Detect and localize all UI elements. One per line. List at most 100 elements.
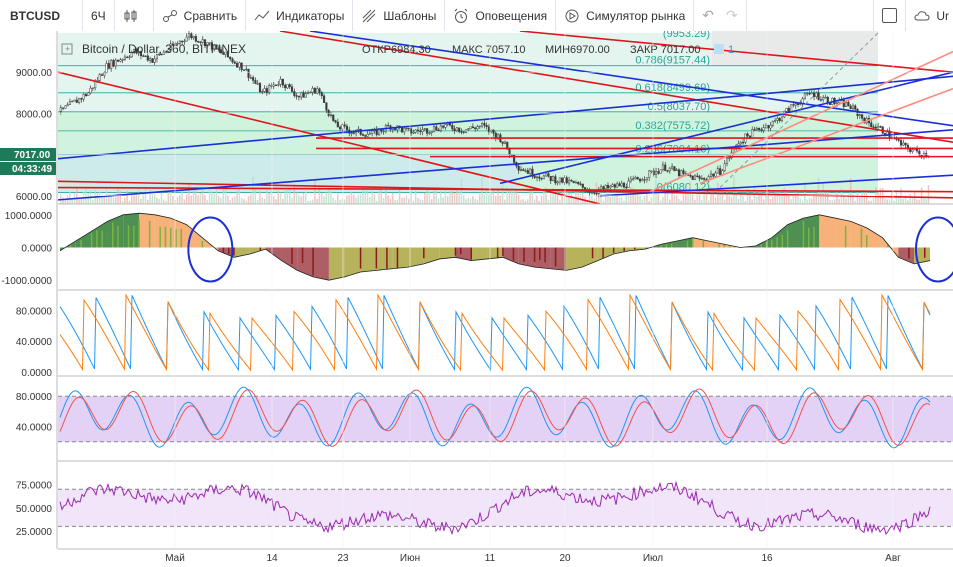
volume-bar (524, 200, 527, 204)
dashed-projection-line[interactable] (719, 31, 881, 188)
volume-bar (490, 192, 492, 204)
volume-bar (453, 193, 456, 204)
volume-bar (176, 196, 179, 204)
candle (249, 74, 252, 79)
candle (812, 90, 816, 101)
volume-bar (458, 191, 460, 204)
interval-button[interactable]: 6Ч (83, 0, 115, 31)
candle-body (426, 128, 429, 134)
y-tick-label: 6000.00 (16, 192, 53, 203)
candle-body (432, 126, 436, 132)
volume-bar (785, 190, 788, 204)
trend-line[interactable] (309, 31, 953, 127)
candle-body (91, 87, 94, 89)
volume-bar (288, 188, 291, 204)
candle-body (618, 183, 621, 187)
chart-area[interactable]: (9953.29) 0.786(9157.44) 0.618(8499.69) 0.5… (0, 31, 953, 567)
trend-line[interactable] (649, 50, 953, 193)
trend-line[interactable] (519, 31, 953, 73)
momentum-segment (328, 247, 345, 281)
volume-bar (348, 194, 350, 204)
candle-body (455, 127, 458, 132)
candle-body (709, 173, 713, 177)
compare-button[interactable]: Сравнить (154, 0, 247, 31)
volume-bar (185, 194, 188, 204)
rsi-pane[interactable]: 75.0000 50.0000 25.0000 (16, 481, 953, 550)
candle (517, 163, 520, 175)
volume-bar (723, 199, 726, 204)
alert-count-icon[interactable] (714, 44, 724, 54)
candle (474, 126, 477, 132)
trend-line[interactable] (499, 71, 953, 185)
aroon-pane[interactable]: 80.0000 40.0000 0.0000 (16, 293, 953, 379)
indicators-button[interactable]: Индикаторы (246, 0, 354, 31)
candle-body (201, 39, 204, 43)
momentum-segment (597, 247, 614, 261)
candle-body (272, 84, 275, 87)
candle (755, 126, 758, 131)
time-axis[interactable]: Май 14 23 Июн 11 20 Июл 16 Авг (56, 31, 901, 564)
volume-bar (110, 194, 112, 204)
cloud-button[interactable]: Ur (906, 0, 953, 31)
replay-button[interactable]: Симулятор рынка (556, 0, 695, 31)
candle-body (105, 63, 108, 74)
candle-body (144, 55, 147, 57)
undo-button[interactable]: ↶ (694, 0, 718, 31)
candle (84, 93, 88, 97)
candle-body (130, 52, 133, 58)
price-pane[interactable]: (9953.29) 0.786(9157.44) 0.618(8499.69) 0.5… (16, 31, 953, 205)
candle (304, 91, 307, 98)
candle-body (785, 107, 788, 112)
candle-body (364, 135, 367, 137)
candle (318, 87, 321, 96)
volume-bar (330, 191, 332, 204)
candle (233, 60, 236, 65)
fullscreen-checkbox[interactable] (873, 0, 907, 31)
candle-body (339, 126, 342, 130)
candle-body (803, 93, 806, 100)
trend-line[interactable] (58, 129, 953, 201)
highlight-circle[interactable] (915, 216, 953, 283)
candle-body (387, 125, 390, 127)
volume-bar (927, 185, 930, 204)
momentum-segment (376, 247, 393, 271)
collapse-legend-icon[interactable] (61, 43, 73, 55)
candle (123, 54, 126, 61)
volume-bar (902, 198, 905, 204)
candle-body (94, 81, 97, 89)
candle (632, 175, 635, 181)
alerts-button[interactable]: Оповещения (445, 0, 557, 31)
volume-bar (165, 200, 167, 204)
candle (618, 181, 621, 187)
momentum-pane[interactable]: 1000.0000 0.0000 -1000.0000 (1, 211, 953, 291)
trend-line[interactable] (58, 75, 953, 160)
candle-body (297, 95, 300, 98)
volume-bar (192, 189, 195, 204)
candle-body (579, 183, 582, 185)
highlight-circle[interactable] (187, 216, 234, 283)
volume-bar (719, 189, 721, 204)
trend-line[interactable] (279, 31, 953, 144)
candle-body (419, 130, 422, 133)
candle (199, 41, 202, 46)
candle-body (139, 51, 142, 56)
candle-body (336, 121, 339, 128)
y-tick-label: 0.0000 (21, 244, 52, 255)
volume-bar (440, 189, 442, 204)
trend-line[interactable] (599, 174, 953, 197)
templates-button[interactable]: Шаблоны (353, 0, 446, 31)
stochastic-pane[interactable]: 80.0000 40.0000 (16, 386, 953, 462)
symbol-search-button[interactable]: BTCUSD (0, 0, 83, 31)
redo-button[interactable]: ↷ (718, 0, 747, 31)
y-tick-label: 8000.00 (16, 109, 53, 120)
candle-body (483, 123, 486, 126)
candle-body (902, 142, 905, 146)
chart-style-button[interactable] (115, 0, 154, 31)
y-tick-label: -1000.0000 (1, 276, 52, 287)
candle-body (197, 41, 200, 43)
candle (110, 59, 113, 72)
candle (293, 88, 296, 98)
volume-bar (916, 199, 918, 204)
candle (776, 116, 779, 124)
trend-line[interactable] (699, 87, 953, 185)
